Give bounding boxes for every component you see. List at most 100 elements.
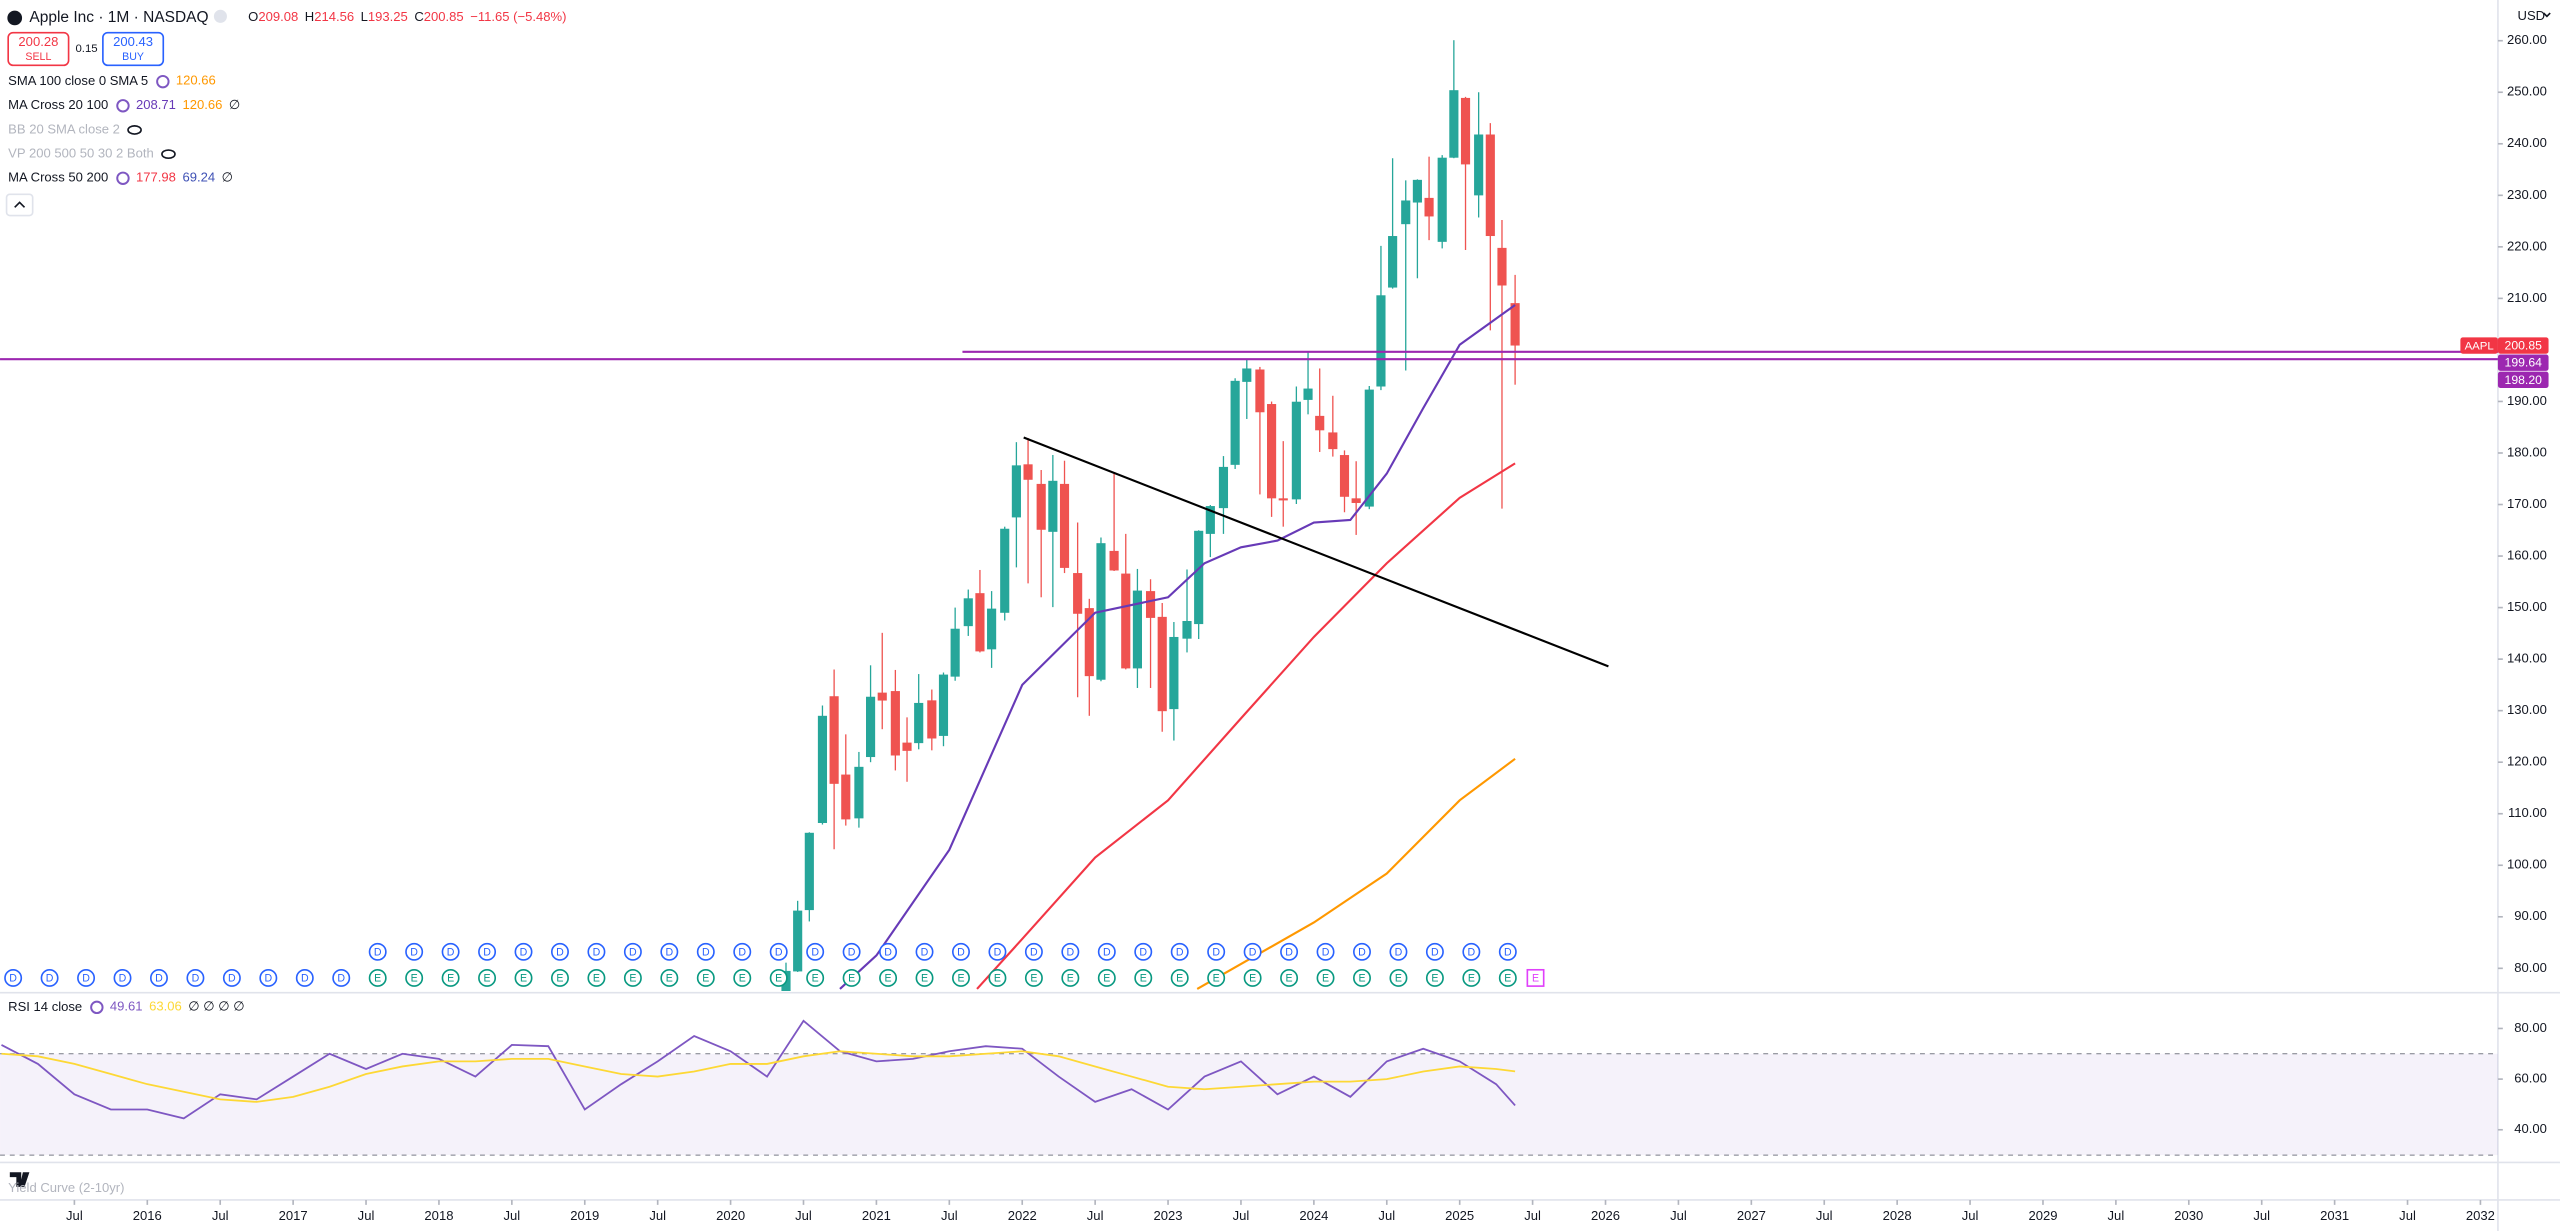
earnings-marker[interactable] <box>915 968 934 987</box>
earnings-marker[interactable] <box>1097 968 1116 987</box>
y-tick-label: 120.00 <box>2507 754 2547 769</box>
indicator-values: 208.71 120.66 ∅ <box>136 97 240 112</box>
earnings-marker[interactable] <box>1425 968 1444 987</box>
buy-button[interactable] <box>102 31 165 67</box>
earnings-marker[interactable] <box>952 968 970 987</box>
dividend-marker[interactable] <box>587 942 606 961</box>
dividend-marker[interactable] <box>113 968 132 987</box>
dividend-marker[interactable] <box>769 942 788 961</box>
dividend-marker[interactable] <box>733 942 752 961</box>
visibility-icon[interactable] <box>161 149 176 160</box>
dividend-marker[interactable] <box>879 942 898 961</box>
dividend-marker[interactable] <box>842 942 861 961</box>
earnings-marker[interactable] <box>696 968 715 987</box>
earnings-marker[interactable] <box>514 968 533 987</box>
earnings-marker[interactable] <box>1024 968 1043 987</box>
dividend-marker[interactable] <box>1353 942 1371 961</box>
earnings-marker[interactable] <box>478 968 497 987</box>
dividend-marker[interactable] <box>806 942 825 961</box>
dividend-marker[interactable] <box>1024 942 1043 961</box>
dividend-marker[interactable] <box>988 942 1007 961</box>
earnings-marker[interactable] <box>1462 968 1481 987</box>
dividend-marker[interactable] <box>186 968 205 987</box>
dividend-marker[interactable] <box>4 968 23 987</box>
earnings-marker[interactable] <box>879 968 898 987</box>
dividend-marker[interactable] <box>1097 942 1116 961</box>
dividend-marker[interactable] <box>40 968 59 987</box>
earnings-marker[interactable] <box>842 968 861 987</box>
dividend-marker[interactable] <box>1170 942 1189 961</box>
dividend-marker[interactable] <box>1061 942 1080 961</box>
earnings-marker[interactable] <box>769 968 788 987</box>
collapse-icon <box>14 201 26 208</box>
dividend-marker[interactable] <box>259 968 278 987</box>
candle-body <box>1121 573 1131 669</box>
symbol-title[interactable]: Apple Inc · 1M · NASDAQ <box>29 9 208 26</box>
dividend-marker[interactable] <box>1462 942 1481 961</box>
earnings-marker[interactable] <box>1280 968 1299 987</box>
earnings-marker[interactable] <box>806 968 825 987</box>
dividend-marker[interactable] <box>1389 942 1408 961</box>
x-tick-label: 2030 <box>2174 1208 2203 1223</box>
earnings-marker[interactable] <box>441 968 460 987</box>
dividend-marker[interactable] <box>1498 942 1517 961</box>
earnings-marker[interactable] <box>550 968 569 987</box>
candle-body <box>1073 573 1083 614</box>
dividend-marker[interactable] <box>1207 942 1226 961</box>
candle-body <box>1132 590 1142 669</box>
symbol-logo <box>7 10 23 26</box>
y-tick-label: 100.00 <box>2507 857 2547 872</box>
dividend-marker[interactable] <box>77 968 96 987</box>
dividend-label: D <box>155 973 163 985</box>
earnings-label: E <box>1358 973 1365 985</box>
earnings-marker[interactable] <box>988 968 1007 987</box>
dividend-marker[interactable] <box>441 942 460 961</box>
dividend-marker[interactable] <box>332 968 351 987</box>
earnings-marker[interactable] <box>1353 968 1371 987</box>
earnings-marker[interactable] <box>733 968 752 987</box>
earnings-marker[interactable] <box>1389 968 1408 987</box>
collapse-button[interactable] <box>5 193 34 217</box>
visibility-icon[interactable] <box>127 125 142 135</box>
dividend-marker[interactable] <box>952 942 970 961</box>
earnings-marker[interactable] <box>1134 968 1153 987</box>
dividend-marker[interactable] <box>405 942 424 961</box>
dividend-marker[interactable] <box>149 968 168 987</box>
x-tick-label: 2031 <box>2320 1208 2349 1223</box>
dividend-marker[interactable] <box>1280 942 1299 961</box>
dividend-marker[interactable] <box>222 968 241 987</box>
price-tag-label: 200.85 <box>2505 339 2543 353</box>
earnings-marker[interactable] <box>1207 968 1226 987</box>
earnings-marker[interactable] <box>623 968 642 987</box>
earnings-marker[interactable] <box>1243 968 1262 987</box>
dividend-marker[interactable] <box>368 942 387 961</box>
earnings-marker[interactable] <box>1061 968 1080 987</box>
earnings-marker[interactable] <box>368 968 387 987</box>
earnings-marker[interactable] <box>1170 968 1189 987</box>
earnings-marker[interactable] <box>587 968 606 987</box>
dividend-marker[interactable] <box>1134 942 1153 961</box>
sell-button[interactable] <box>7 31 70 67</box>
dividend-marker[interactable] <box>295 968 314 987</box>
dividend-marker[interactable] <box>915 942 934 961</box>
dividend-marker[interactable] <box>660 942 679 961</box>
moving-average-line <box>976 462 1516 990</box>
dividend-marker[interactable] <box>478 942 497 961</box>
earnings-marker[interactable] <box>405 968 424 987</box>
candle-body <box>1278 498 1288 501</box>
dividend-marker[interactable] <box>1316 942 1335 961</box>
earnings-marker[interactable] <box>1498 968 1517 987</box>
earnings-marker[interactable] <box>660 968 679 987</box>
dividend-marker[interactable] <box>514 942 533 961</box>
price-tag-label: 198.20 <box>2505 373 2543 387</box>
dividend-marker[interactable] <box>1425 942 1444 961</box>
dividend-marker[interactable] <box>550 942 569 961</box>
indicator-name: MA Cross 20 100 <box>8 97 108 112</box>
earnings-marker[interactable] <box>1316 968 1335 987</box>
price-tag <box>2497 354 2549 371</box>
dividend-marker[interactable] <box>1243 942 1262 961</box>
upcoming-earnings-marker[interactable] <box>1526 968 1545 987</box>
dividend-marker[interactable] <box>696 942 715 961</box>
earnings-label: E <box>885 973 892 985</box>
dividend-marker[interactable] <box>623 942 642 961</box>
